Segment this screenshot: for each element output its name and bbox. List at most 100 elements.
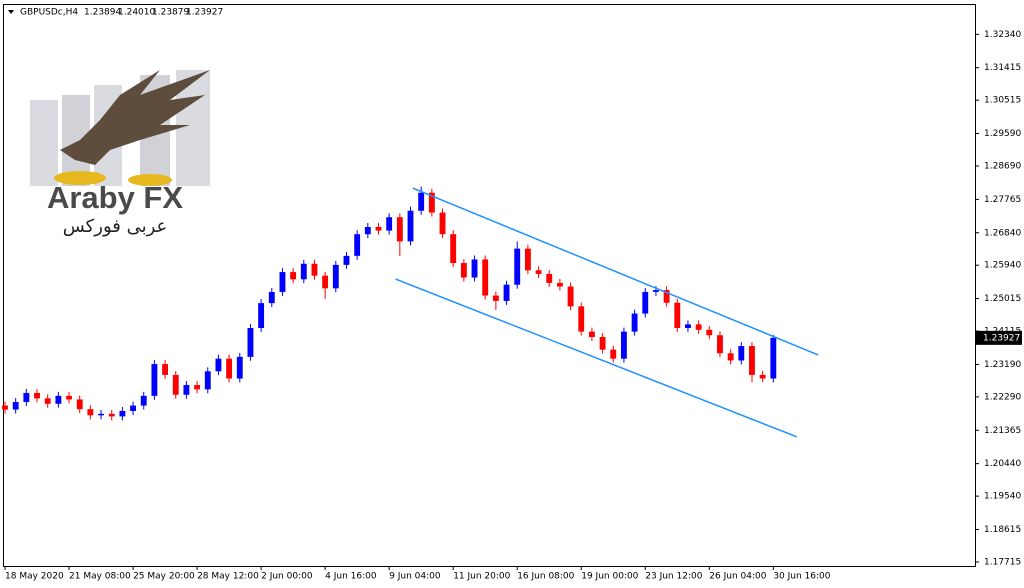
candle-body <box>460 263 467 278</box>
y-tick-label: 1.23190 <box>984 360 1021 370</box>
header-arrow <box>8 10 14 14</box>
candle-body <box>311 263 318 276</box>
candle-body <box>140 395 147 406</box>
candle-body <box>738 346 745 361</box>
trend-line <box>412 187 819 356</box>
candle-body <box>2 405 8 410</box>
candle-body <box>642 291 649 314</box>
y-tick-label: 1.26840 <box>984 228 1021 238</box>
candle-body <box>524 248 531 271</box>
candle-body <box>66 395 72 400</box>
candle-body <box>685 324 691 329</box>
candle-body <box>695 324 702 330</box>
candle-body <box>290 272 297 280</box>
logo-bar <box>30 100 58 186</box>
candle-body <box>108 413 115 417</box>
logo-title: Araby FX <box>47 180 183 215</box>
candle-body <box>226 358 233 379</box>
candle-body <box>34 392 40 399</box>
candle-body <box>450 234 457 264</box>
candle-body <box>12 401 19 410</box>
header-high: 1.24010 <box>118 8 155 18</box>
x-tick-label: 18 May 2020 <box>5 572 64 582</box>
candle-body <box>663 290 670 303</box>
header-close: 1.23927 <box>186 8 223 18</box>
candle-body <box>706 329 713 336</box>
candle-body <box>396 217 403 242</box>
header-low: 1.23879 <box>152 8 189 18</box>
logo-coins <box>54 171 106 185</box>
y-tick-label: 1.20440 <box>984 459 1021 469</box>
candle-body <box>428 192 435 213</box>
candle-body <box>674 302 681 329</box>
x-tick-label: 21 May 08:00 <box>69 572 131 582</box>
candle-body <box>514 248 521 285</box>
y-tick-label: 1.18615 <box>984 525 1021 535</box>
candle-body <box>354 234 361 256</box>
candle-body <box>130 405 137 411</box>
candle-body <box>631 313 638 332</box>
x-tick-label: 30 Jun 16:00 <box>773 572 830 582</box>
candle-body <box>151 364 158 396</box>
candle-body <box>55 395 62 404</box>
candle-body <box>567 286 574 307</box>
candle-body <box>98 413 104 416</box>
candle-body <box>215 358 222 372</box>
y-tick-label: 1.27765 <box>984 195 1021 205</box>
y-tick-label: 1.21365 <box>984 426 1021 436</box>
candle-body <box>653 290 659 292</box>
header-open: 1.23894 <box>84 8 121 18</box>
candle-body <box>23 392 30 402</box>
y-tick-label: 1.28690 <box>984 162 1021 172</box>
logo: Araby FX عربى فوركس <box>30 70 210 237</box>
candle-body <box>610 349 617 359</box>
candle-body <box>332 264 339 289</box>
x-tick-label: 28 May 12:00 <box>197 572 259 582</box>
y-tick-label: 1.31415 <box>984 63 1021 73</box>
candle-body <box>119 410 126 417</box>
x-tick-label: 9 Jun 04:00 <box>389 572 441 582</box>
candle-body <box>556 282 563 287</box>
y-tick-label: 1.30515 <box>984 96 1021 106</box>
candle-body <box>322 275 329 289</box>
x-tick-label: 23 Jun 12:00 <box>645 572 702 582</box>
candle-body <box>300 263 307 280</box>
y-tick-label: 1.25940 <box>984 261 1021 271</box>
candle-body <box>482 259 489 296</box>
candle-body <box>418 192 425 211</box>
x-tick-label: 26 Jun 04:00 <box>709 572 766 582</box>
candle-body <box>439 212 446 235</box>
candle-body <box>87 409 94 416</box>
y-tick-label: 1.25015 <box>984 294 1021 304</box>
candle-body <box>204 371 211 390</box>
logo-eagle <box>60 70 210 165</box>
candle-body <box>599 337 606 350</box>
candle-body <box>471 259 478 278</box>
last-price-label: 1.23927 <box>983 333 1020 343</box>
candle-body <box>194 385 201 390</box>
logo-subtitle: عربى فوركس <box>63 216 168 237</box>
y-tick-label: 1.29590 <box>984 129 1021 139</box>
candle-body <box>236 356 243 379</box>
candle-body <box>258 303 265 329</box>
candle-body <box>268 291 275 304</box>
y-tick-label: 1.17715 <box>984 557 1021 567</box>
last-price-box <box>976 330 1022 345</box>
candle-body <box>588 331 595 338</box>
candle-body <box>162 364 169 375</box>
y-tick-label: 1.22290 <box>984 392 1021 402</box>
candle-body <box>503 284 510 301</box>
x-tick-label: 11 Jun 20:00 <box>453 572 510 582</box>
candle-body <box>386 217 393 231</box>
candle-body <box>279 272 286 292</box>
candle-body <box>343 255 350 265</box>
candle-body <box>727 353 734 361</box>
y-tick-label: 1.32340 <box>984 30 1021 40</box>
y-tick-label: 1.19540 <box>984 492 1021 502</box>
logo-coins <box>128 174 172 186</box>
candle-body <box>407 210 414 242</box>
candle-body <box>759 374 766 379</box>
candle-body <box>76 399 83 410</box>
candle-body <box>247 328 254 357</box>
